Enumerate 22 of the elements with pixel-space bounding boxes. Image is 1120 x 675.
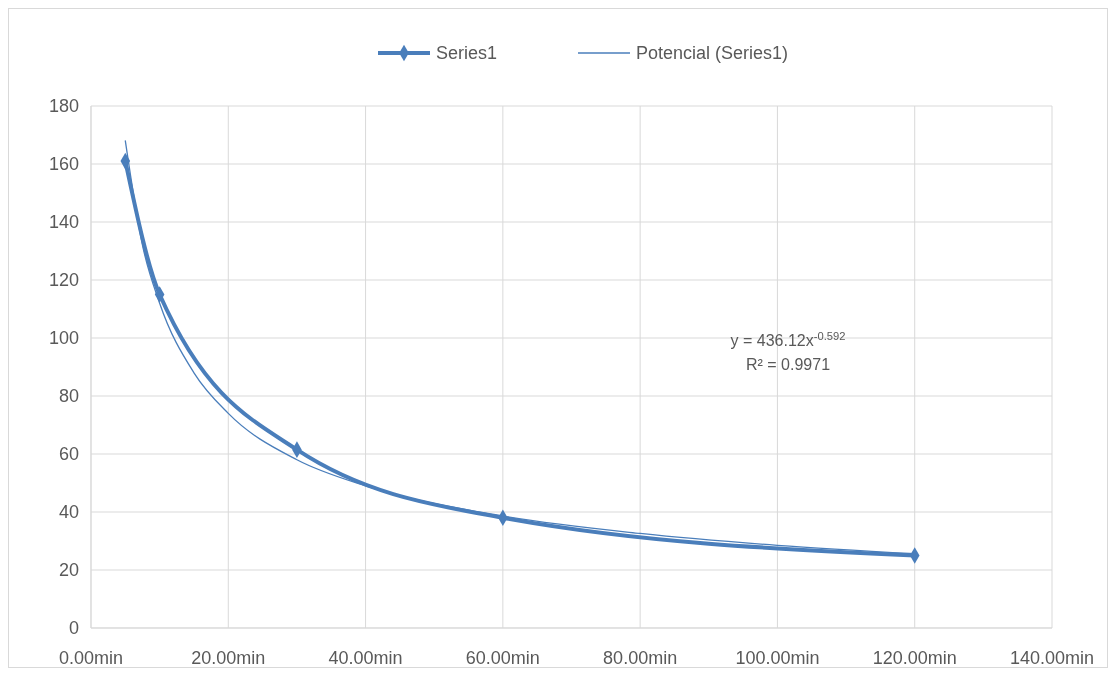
y-tick-label: 40	[58, 502, 79, 523]
y-tick-label: 160	[48, 154, 79, 175]
annotation: y = 436.12x$^{-0.592}$	[730, 330, 846, 349]
x-tick-label: 60.00min	[465, 648, 540, 668]
x-tick-label: 80.00min	[603, 648, 678, 668]
y-tick-label: 180	[48, 96, 79, 117]
y-tick-label: 100	[48, 328, 79, 349]
x-tick-label: 140.00min	[1009, 648, 1095, 668]
legend-label: Series1	[436, 43, 498, 64]
x-tick-label: 120.00min	[872, 648, 957, 668]
y-tick-label: 80	[58, 386, 79, 407]
y-tick-label: 60	[58, 444, 79, 465]
x-tick-label: 40.00min	[328, 648, 403, 668]
x-tick-label: 20.00min	[191, 648, 266, 668]
annotation: R² = 0.9971	[745, 356, 831, 373]
y-tick-label: 0	[68, 618, 79, 639]
y-tick-label: 140	[48, 212, 79, 233]
y-tick-label: 20	[58, 560, 79, 581]
legend-label: Potencial (Series1)	[636, 43, 789, 64]
x-tick-label: 100.00min	[735, 648, 820, 668]
y-tick-label: 120	[48, 270, 79, 291]
x-tick-label: 0.00min	[58, 648, 124, 668]
